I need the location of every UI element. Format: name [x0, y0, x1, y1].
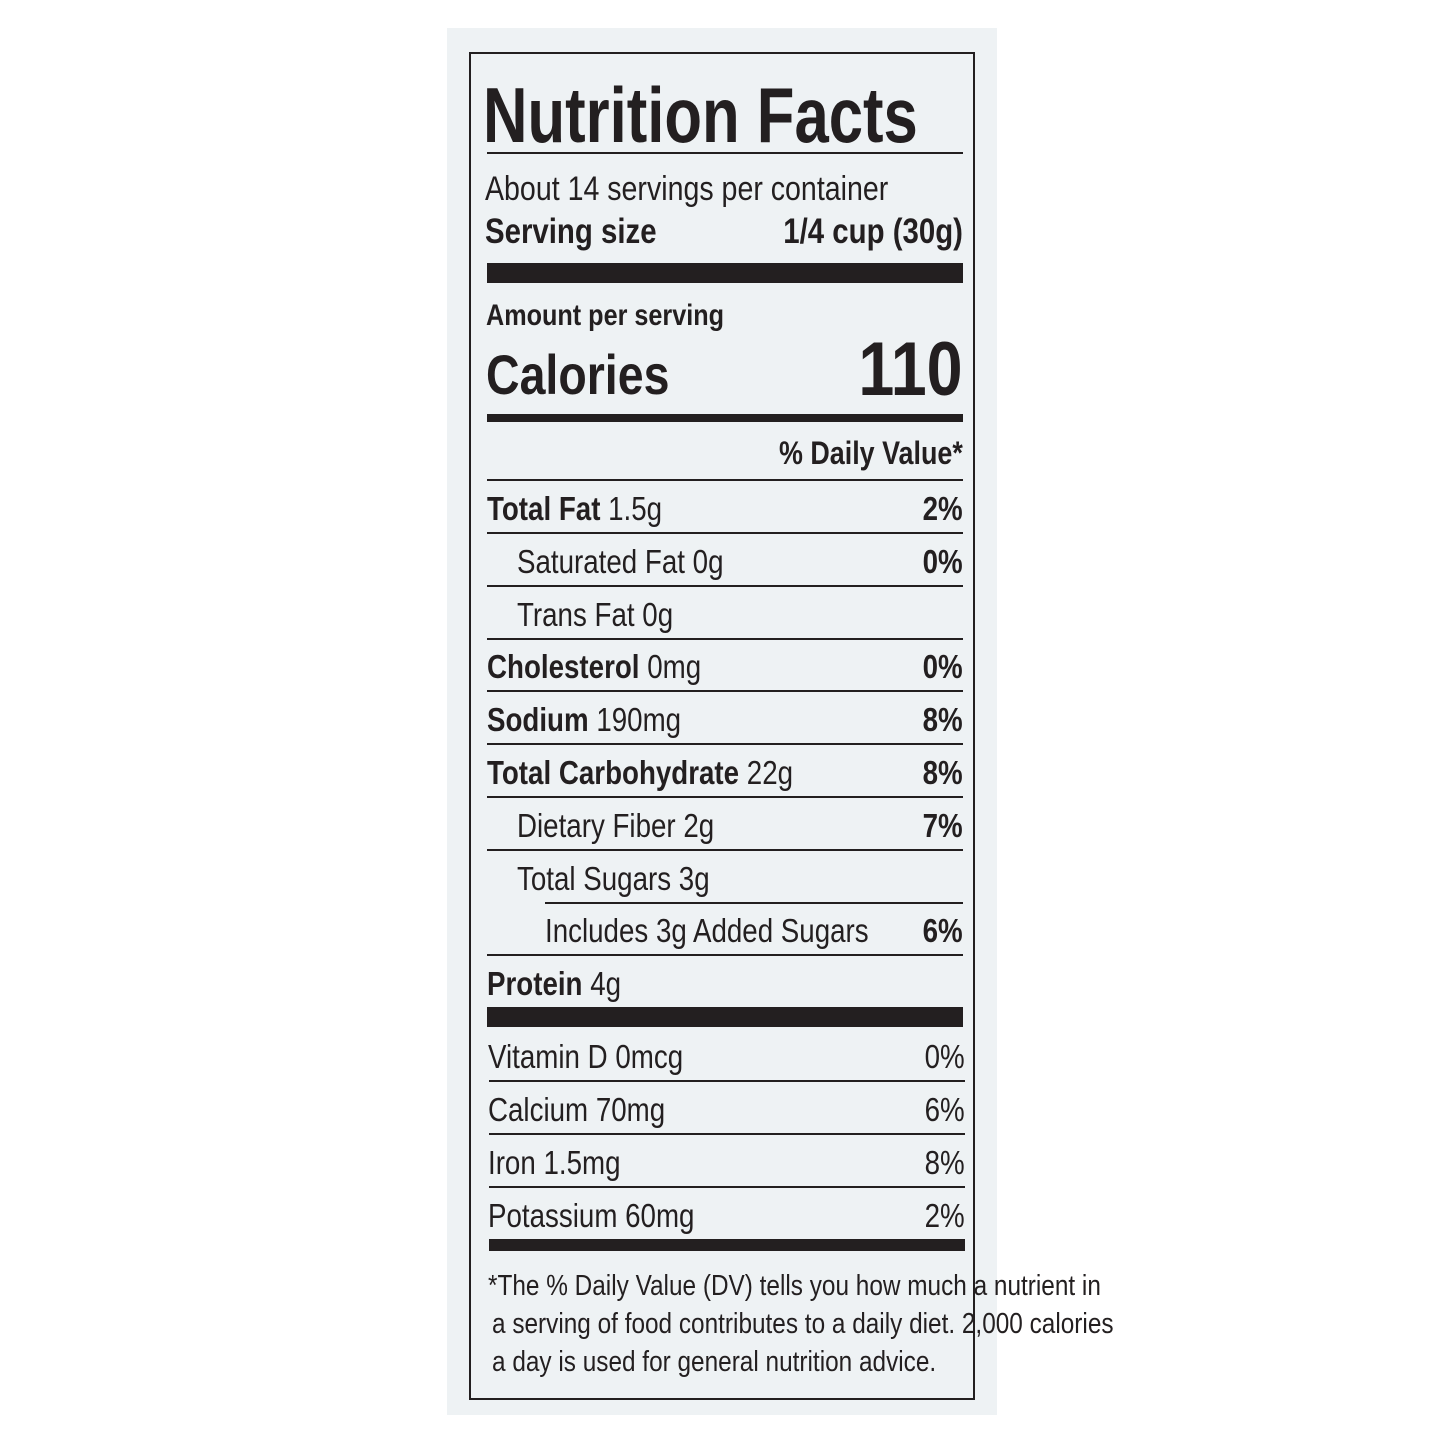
- row-divider: [489, 1080, 965, 1082]
- nutrient-name: Includes 3g Added Sugars: [545, 912, 869, 950]
- row-divider: [487, 584, 963, 587]
- nutrient-row: Cholesterol 0mg: [487, 650, 701, 683]
- vitamin-daily-value: 6%: [924, 1091, 965, 1128]
- medium-divider: [487, 414, 963, 422]
- nutrient-name: Cholesterol: [487, 648, 640, 686]
- nutrient-daily-value: 0%: [922, 648, 963, 686]
- thick-divider: [487, 1007, 963, 1027]
- nutrient-daily-value: 7%: [922, 806, 963, 844]
- serving-size-label: Serving size: [485, 212, 657, 251]
- row-divider: [487, 532, 963, 534]
- vitamin-daily-value: 2%: [924, 1197, 965, 1234]
- thick-divider: [487, 263, 963, 283]
- vitamin-name: Calcium 70mg: [488, 1091, 666, 1128]
- nutrient-row: Total Fat 1.5g: [487, 492, 662, 525]
- vitamin-name: Vitamin D 0mcg: [488, 1038, 684, 1075]
- nutrient-amount: 4g: [590, 965, 622, 1003]
- footnote-line: a day is used for general nutrition advi…: [492, 1346, 937, 1378]
- nutrient-row: Dietary Fiber 2g: [517, 809, 714, 842]
- row-divider: [487, 743, 963, 746]
- nutrient-daily-value: 8%: [922, 701, 963, 739]
- nutrition-facts-panel: [469, 52, 975, 1400]
- nutrient-daily-value: 2%: [922, 490, 963, 527]
- divider: [487, 152, 963, 154]
- nutrient-row: Sodium 190mg: [487, 703, 681, 736]
- nutrient-name: Sodium: [487, 701, 589, 739]
- nutrient-name: Total Sugars 3g: [517, 859, 710, 897]
- amount-per-serving: Amount per serving: [486, 299, 725, 332]
- nutrient-name: Total Carbohydrate: [487, 754, 740, 791]
- nutrient-name: Protein: [487, 965, 583, 1003]
- footnote-line: *The % Daily Value (DV) tells you how mu…: [488, 1270, 1101, 1302]
- row-divider: [487, 637, 963, 640]
- row-divider: [545, 901, 963, 904]
- nutrient-amount: 0mg: [647, 648, 702, 686]
- vitamin-name: Potassium 60mg: [488, 1197, 695, 1234]
- nutrient-amount: 1.5g: [608, 490, 663, 527]
- footnote-line: a serving of food contributes to a daily…: [492, 1308, 1114, 1340]
- row-divider: [487, 848, 963, 851]
- row-divider: [489, 1133, 965, 1135]
- nutrient-daily-value: 0%: [922, 542, 963, 580]
- daily-value-header: % Daily Value*: [779, 435, 963, 471]
- calories-value: 110: [858, 327, 963, 412]
- vitamin-daily-value: 8%: [924, 1144, 965, 1181]
- label-background: [447, 28, 997, 1415]
- vitamin-daily-value: 0%: [924, 1038, 965, 1075]
- nutrient-row: Protein 4g: [487, 967, 621, 1000]
- divider: [487, 479, 963, 481]
- nutrient-name: Total Fat: [487, 490, 601, 527]
- nutrient-name: Dietary Fiber 2g: [517, 806, 715, 844]
- row-divider: [487, 796, 963, 798]
- row-divider: [487, 690, 963, 693]
- medium-divider: [489, 1239, 965, 1251]
- nutrient-row: Includes 3g Added Sugars: [545, 914, 869, 947]
- label-title: Nutrition Facts: [483, 71, 918, 159]
- nutrient-amount: 190mg: [596, 701, 682, 739]
- calories-label: Calories: [486, 343, 670, 406]
- nutrient-row: Total Sugars 3g: [517, 862, 710, 895]
- row-divider: [489, 1186, 965, 1188]
- vitamin-name: Iron 1.5mg: [488, 1144, 621, 1181]
- servings-per-container: About 14 servings per container: [485, 170, 889, 208]
- nutrient-amount: 22g: [746, 754, 794, 791]
- nutrient-daily-value: 6%: [922, 912, 963, 950]
- nutrient-name: Trans Fat 0g: [517, 595, 674, 633]
- serving-size-value: 1/4 cup (30g): [783, 212, 963, 251]
- nutrient-row: Trans Fat 0g: [517, 598, 673, 631]
- row-divider: [487, 954, 963, 957]
- nutrient-name: Saturated Fat 0g: [517, 542, 724, 580]
- nutrient-row: Total Carbohydrate 22g: [487, 756, 793, 789]
- nutrient-daily-value: 8%: [922, 754, 963, 791]
- nutrient-row: Saturated Fat 0g: [517, 545, 723, 578]
